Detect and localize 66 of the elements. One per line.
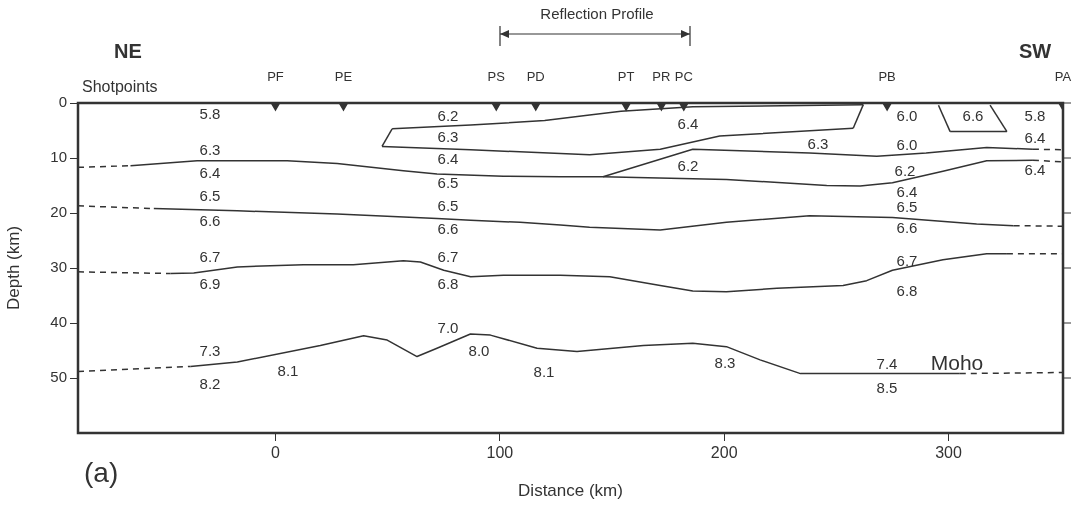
- annotation: Moho: [930, 350, 984, 374]
- annotation: 6.0: [896, 107, 918, 125]
- annotation: 6.6: [896, 219, 918, 237]
- y-tick-label: 30: [50, 258, 67, 276]
- text: (a): [84, 456, 119, 488]
- annotation: 6.4: [896, 183, 918, 201]
- x-tick-label: 200: [710, 444, 738, 462]
- annotation: 6.2: [677, 157, 699, 175]
- annotation: 5.8: [1024, 107, 1046, 125]
- annotation: 6.5: [437, 174, 459, 192]
- text: Reflection Profile: [540, 5, 654, 23]
- annotation: 6.2: [437, 107, 459, 125]
- annotation: 6.4: [437, 150, 459, 168]
- y-tick-label: 50: [50, 368, 67, 386]
- annotation: 7.3: [199, 342, 221, 360]
- annotation: 6.8: [437, 275, 459, 293]
- y-tick-label: 20: [50, 203, 67, 221]
- annotation: 6.6: [437, 220, 459, 238]
- text: NE: [114, 39, 142, 62]
- annotation: 6.4: [1024, 129, 1046, 147]
- annotation: 6.4: [1024, 161, 1046, 179]
- annotation: 6.7: [896, 252, 918, 270]
- annotation: 6.3: [199, 141, 221, 159]
- annotation: 8.1: [533, 363, 555, 381]
- annotation: PB: [878, 68, 896, 84]
- annotation: 6.6: [962, 107, 984, 125]
- annotation: 5.8: [199, 105, 221, 123]
- y-tick-label: 0: [58, 93, 67, 111]
- annotation: PC: [674, 68, 693, 84]
- annotation: 6.3: [437, 128, 459, 146]
- x-tick-label: 0: [271, 444, 280, 462]
- annotation: 6.5: [199, 187, 221, 205]
- annotation: 8.2: [199, 375, 221, 393]
- annotation: 6.7: [437, 248, 459, 266]
- annotation: 6.2: [894, 162, 916, 180]
- annotation: 6.5: [437, 197, 459, 215]
- annotation: PE: [334, 68, 353, 84]
- annotation: 6.3: [807, 135, 829, 153]
- annotation: PF: [267, 68, 284, 84]
- text: Shotpoints: [82, 78, 158, 96]
- annotation: 6.5: [896, 198, 918, 216]
- annotation: 6.7: [199, 248, 221, 266]
- annotation: PT: [617, 68, 635, 84]
- annotation: PD: [526, 68, 545, 84]
- annotation: PA: [1054, 68, 1072, 84]
- annotation: PS: [487, 68, 506, 84]
- annotation: PR: [652, 68, 671, 84]
- y-tick-label: 10: [50, 148, 67, 166]
- annotation: 8.5: [876, 379, 898, 397]
- annotation: 6.4: [677, 115, 699, 133]
- annotation: 6.8: [896, 282, 918, 300]
- annotation: 6.4: [199, 164, 221, 182]
- annotation: 8.0: [468, 342, 490, 360]
- annotation: 8.3: [714, 354, 736, 372]
- text: SW: [1018, 39, 1052, 62]
- annotation: 8.1: [277, 362, 299, 380]
- y-tick-label: 40: [50, 313, 67, 331]
- annotation: 6.6: [199, 212, 221, 230]
- annotation: 7.4: [876, 355, 898, 373]
- annotation: 6.0: [896, 136, 918, 154]
- x-tick-label: 300: [935, 444, 963, 462]
- x-tick-label: 100: [486, 444, 514, 462]
- annotation: 7.0: [437, 319, 459, 337]
- y-axis-title: Depth (km): [3, 225, 23, 311]
- annotation: 6.9: [199, 275, 221, 293]
- x-axis-title: Distance (km): [518, 481, 623, 501]
